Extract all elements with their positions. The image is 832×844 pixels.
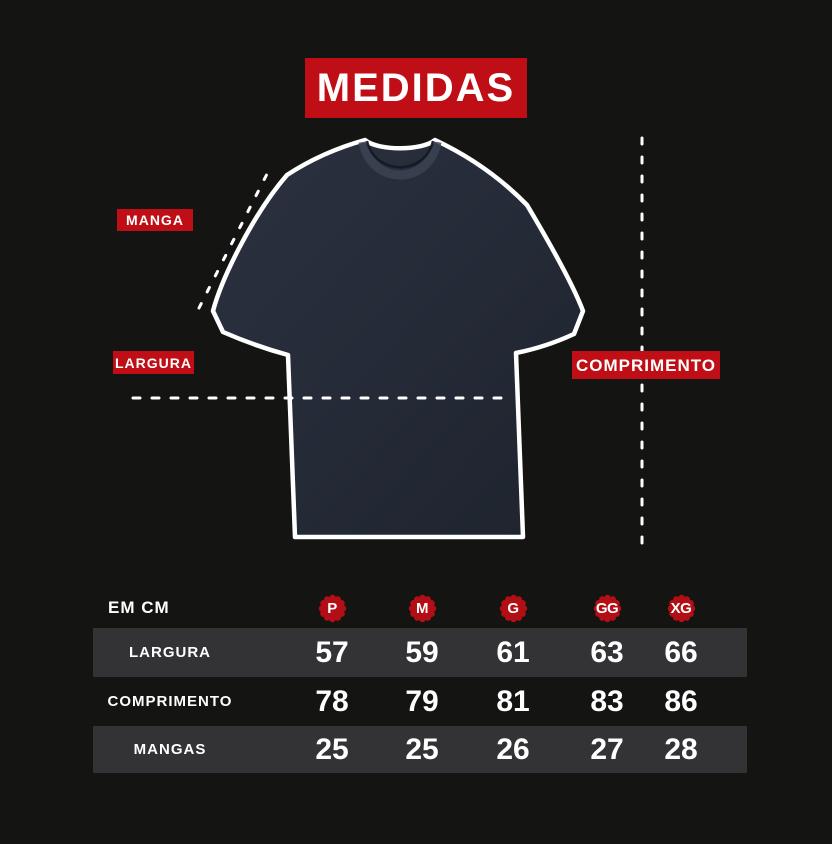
size-badge-gg: GG [559,593,655,624]
value-cell: 86 [664,684,698,718]
size-letter: GG [595,599,619,617]
value-cell: 25 [405,732,439,766]
page-title: MEDIDAS [305,58,527,118]
tshirt-collar-inner [365,140,435,169]
manga-label: MANGA [117,209,193,231]
value-cell: 28 [664,732,698,766]
comprimento-label: COMPRIMENTO [572,351,720,379]
size-table: EM CM P M G GG XG LARGURA 57 59 61 63 66… [93,588,747,773]
seal-badge-icon: M [407,593,438,624]
value-cell: 26 [496,732,530,766]
seal-badge-icon: G [498,593,529,624]
row-label: COMPRIMENTO [107,693,233,710]
seal-badge-icon: P [317,593,348,624]
value-cell: 63 [590,635,624,669]
value-cell: 57 [315,635,349,669]
value-cell: 81 [496,684,530,718]
value-cell: 61 [496,635,530,669]
value-cell: 79 [405,684,439,718]
size-badge-m: M [377,593,467,624]
value-cell: 59 [405,635,439,669]
size-badge-xg: XG [655,593,707,624]
size-table-header: EM CM P M G GG XG [93,588,747,628]
value-cell: 25 [315,732,349,766]
value-cell: 66 [664,635,698,669]
row-label: LARGURA [129,644,211,661]
table-row-comprimento: COMPRIMENTO 78 79 81 83 86 [93,677,747,726]
row-label: MANGAS [133,741,207,758]
tshirt-body [210,137,586,540]
unit-label: EM CM [108,598,170,617]
tshirt-collar-band [358,140,442,180]
size-badge-g: G [467,593,559,624]
size-letter: XG [670,599,692,617]
value-cell: 27 [590,732,624,766]
size-letter: G [507,599,519,617]
value-cell: 83 [590,684,624,718]
size-letter: M [416,599,429,617]
tshirt-illustration [210,137,586,540]
table-row-mangas: MANGAS 25 25 26 27 28 [93,726,747,773]
seal-badge-icon: XG [666,593,697,624]
size-badge-p: P [287,593,377,624]
table-row-largura: LARGURA 57 59 61 63 66 [93,628,747,677]
value-cell: 78 [315,684,349,718]
size-letter: P [327,599,337,617]
seal-badge-icon: GG [592,593,623,624]
largura-label: LARGURA [113,351,194,374]
